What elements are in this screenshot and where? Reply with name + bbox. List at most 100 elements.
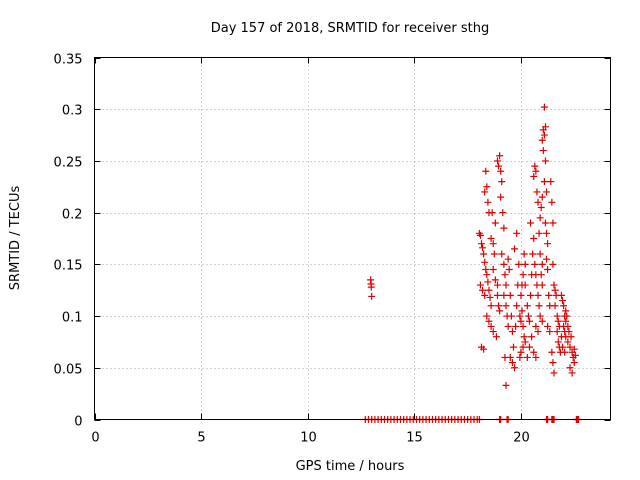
data-point bbox=[541, 219, 549, 227]
data-point bbox=[553, 312, 561, 320]
data-point bbox=[528, 333, 536, 341]
data-point bbox=[480, 345, 488, 353]
data-point bbox=[554, 338, 562, 346]
data-point bbox=[544, 322, 552, 330]
data-point bbox=[570, 345, 578, 353]
data-point bbox=[566, 364, 574, 372]
plot-frame bbox=[94, 57, 611, 420]
data-point bbox=[517, 348, 525, 356]
data-point bbox=[506, 291, 514, 299]
data-point bbox=[559, 343, 567, 351]
data-point bbox=[541, 123, 549, 131]
data-point bbox=[500, 224, 508, 232]
data-point bbox=[521, 281, 529, 289]
data-point bbox=[521, 338, 529, 346]
data-point bbox=[493, 291, 501, 299]
data-point bbox=[491, 276, 499, 284]
data-point bbox=[482, 266, 490, 274]
data-point bbox=[512, 322, 520, 330]
data-point bbox=[531, 162, 539, 170]
data-point bbox=[495, 302, 503, 310]
data-point bbox=[551, 302, 559, 310]
chart-title: Day 157 of 2018, SRMTID for receiver sth… bbox=[211, 21, 490, 36]
data-point bbox=[489, 328, 497, 336]
data-point bbox=[538, 281, 546, 289]
data-point bbox=[543, 188, 551, 196]
data-point bbox=[557, 291, 565, 299]
data-point bbox=[549, 359, 557, 367]
data-point bbox=[538, 136, 546, 144]
data-point bbox=[499, 209, 507, 217]
data-point bbox=[547, 178, 555, 186]
x-tick-label: 20 bbox=[513, 431, 530, 446]
data-point bbox=[523, 353, 531, 361]
data-point bbox=[549, 219, 557, 227]
data-point bbox=[516, 312, 524, 320]
data-point bbox=[563, 312, 571, 320]
data-point bbox=[540, 103, 548, 111]
data-point bbox=[564, 338, 572, 346]
data-point bbox=[564, 322, 572, 330]
data-point bbox=[481, 188, 489, 196]
data-point bbox=[536, 214, 544, 222]
data-point bbox=[504, 255, 512, 263]
data-point bbox=[566, 343, 574, 351]
data-point bbox=[487, 302, 495, 310]
data-point bbox=[497, 193, 505, 201]
y-tick-label: 0.05 bbox=[54, 363, 83, 378]
data-point bbox=[488, 209, 496, 217]
data-point bbox=[525, 343, 533, 351]
data-point bbox=[367, 280, 375, 288]
data-point bbox=[496, 152, 504, 160]
data-point bbox=[571, 351, 579, 359]
data-point bbox=[502, 281, 510, 289]
data-point bbox=[538, 260, 546, 268]
data-point bbox=[550, 281, 558, 289]
y-tick-label: 0.35 bbox=[54, 53, 83, 68]
data-point bbox=[519, 322, 527, 330]
data-point bbox=[513, 229, 521, 237]
data-point bbox=[529, 250, 537, 258]
data-point bbox=[498, 178, 506, 186]
data-point bbox=[502, 381, 510, 389]
data-point bbox=[531, 260, 539, 268]
y-tick-label: 0 bbox=[74, 415, 82, 430]
data-point bbox=[483, 183, 491, 191]
data-point bbox=[534, 291, 542, 299]
data-point bbox=[549, 260, 557, 268]
data-point bbox=[502, 302, 510, 310]
data-point bbox=[530, 235, 538, 242]
data-point bbox=[505, 266, 513, 274]
data-point bbox=[560, 302, 568, 310]
data-point bbox=[519, 271, 527, 279]
x-tick-label: 15 bbox=[406, 431, 423, 446]
data-point bbox=[476, 281, 484, 289]
data-point bbox=[504, 322, 512, 330]
data-point bbox=[548, 198, 556, 206]
data-point bbox=[545, 291, 553, 299]
data-point bbox=[476, 231, 484, 239]
data-point bbox=[568, 369, 576, 377]
data-point bbox=[530, 348, 538, 356]
data-point bbox=[535, 302, 543, 310]
data-point bbox=[483, 271, 491, 279]
data-point bbox=[534, 198, 542, 206]
data-point bbox=[551, 286, 559, 294]
data-point bbox=[540, 178, 548, 186]
data-point bbox=[519, 343, 527, 351]
data-point bbox=[527, 291, 535, 299]
data-point bbox=[498, 250, 506, 258]
data-point bbox=[530, 172, 538, 180]
data-point bbox=[536, 250, 544, 258]
data-point bbox=[484, 198, 492, 206]
data-point bbox=[518, 307, 526, 315]
x-tick-label: 0 bbox=[91, 431, 99, 446]
data-point bbox=[484, 278, 492, 286]
data-point bbox=[521, 260, 529, 268]
data-point bbox=[492, 333, 500, 341]
data-point bbox=[525, 317, 533, 325]
data-point bbox=[496, 307, 504, 315]
data-point bbox=[482, 167, 490, 175]
data-point bbox=[533, 188, 541, 196]
